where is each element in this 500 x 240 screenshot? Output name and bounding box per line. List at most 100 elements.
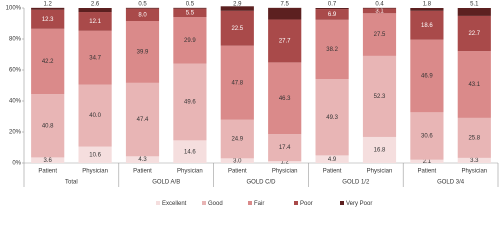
- data-label: 4.9: [328, 157, 337, 163]
- bar-segment: [410, 8, 444, 11]
- x-tick-label: Physician: [82, 169, 108, 175]
- x-tick-label: Physician: [272, 169, 298, 175]
- bar-segment: [410, 39, 444, 113]
- bar-segment: [457, 117, 491, 158]
- bar-segment: [362, 13, 397, 56]
- data-label: 0.4: [375, 2, 384, 8]
- data-label: 42.2: [42, 59, 54, 65]
- bar-segment: [31, 9, 65, 29]
- bar-segment: [220, 45, 254, 120]
- bar-segment: [220, 119, 254, 159]
- bar-segment: [410, 112, 444, 160]
- bar-segment: [220, 6, 254, 11]
- legend-label: Good: [208, 201, 223, 207]
- data-label: 49.6: [184, 100, 196, 106]
- data-label: 6.9: [328, 12, 337, 18]
- data-label: 1.8: [423, 2, 432, 8]
- group-label: GOLD A/B: [152, 180, 180, 186]
- group-label: GOLD C/D: [246, 180, 276, 186]
- bar-segment: [125, 21, 160, 83]
- bar-segment: [31, 7, 65, 10]
- data-label: 2.1: [423, 159, 432, 165]
- data-label: 34.7: [89, 55, 101, 61]
- data-label: 39.9: [137, 50, 149, 56]
- x-tick-label: Patient: [38, 169, 57, 175]
- data-label: 47.8: [231, 80, 243, 86]
- bar-segment: [268, 7, 302, 20]
- data-label: 3.0: [233, 158, 242, 164]
- legend-swatch: [340, 201, 344, 205]
- data-label: 24.9: [231, 137, 243, 143]
- bar-segment: [315, 9, 349, 20]
- y-tick-label: 0%: [12, 161, 21, 167]
- data-label: 52.3: [374, 94, 386, 100]
- data-label: 16.8: [374, 148, 386, 154]
- bar-segment: [457, 15, 491, 52]
- bar-segment: [31, 94, 65, 158]
- bar-segment: [315, 78, 349, 156]
- data-label: 10.6: [89, 152, 101, 158]
- x-tick-label: Patient: [228, 169, 247, 175]
- bar-segment: [125, 156, 160, 163]
- data-label: 46.3: [279, 96, 291, 102]
- x-tick-label: Physician: [461, 169, 487, 175]
- bar-segment: [268, 161, 302, 163]
- bar-segment: [362, 7, 397, 9]
- data-label: 1.2: [281, 160, 290, 166]
- legend-swatch: [156, 201, 160, 205]
- data-label: 0.7: [328, 2, 337, 8]
- bar-segment: [268, 19, 302, 63]
- data-label: 29.9: [184, 38, 196, 44]
- y-tick-label: 40%: [9, 99, 22, 105]
- data-label: 5.1: [470, 2, 479, 8]
- bar-segment: [315, 19, 349, 79]
- x-tick-label: Physician: [367, 169, 393, 175]
- bar-segment: [268, 134, 302, 162]
- group-label: GOLD 1/2: [342, 180, 370, 186]
- bar-segment: [173, 8, 207, 18]
- bar-segment: [173, 63, 207, 141]
- data-label: 3.6: [44, 158, 53, 164]
- data-label: 27.5: [374, 32, 386, 38]
- data-label: 8.0: [138, 12, 147, 18]
- legend-swatch: [248, 201, 252, 205]
- x-tick-label: Patient: [323, 169, 342, 175]
- bar-segment: [173, 140, 207, 163]
- bar-segment: [362, 8, 397, 14]
- y-tick-label: 100%: [6, 6, 22, 12]
- bar-segment: [78, 8, 112, 13]
- bar-segment: [315, 155, 349, 163]
- data-label: 22.5: [231, 26, 243, 32]
- data-label: 5.5: [186, 10, 195, 16]
- data-label: 1.2: [44, 2, 53, 8]
- bar-segment: [31, 157, 65, 163]
- data-label: 22.7: [468, 31, 480, 37]
- bar-segment: [78, 146, 112, 163]
- legend-swatch: [202, 201, 206, 205]
- legend-swatch: [294, 201, 298, 205]
- legend-label: Excellent: [162, 201, 187, 207]
- data-label: 14.6: [184, 149, 196, 155]
- data-label: 46.9: [421, 74, 433, 80]
- data-label: 40.8: [42, 123, 54, 129]
- legend-label: Very Poor: [346, 201, 372, 207]
- y-tick-label: 80%: [9, 37, 22, 43]
- bar-segment: [125, 7, 160, 9]
- bar-segment: [457, 8, 491, 16]
- bar-segment: [125, 8, 160, 22]
- group-label: Total: [65, 180, 78, 186]
- data-label: 0.5: [138, 2, 147, 8]
- data-label: 47.4: [137, 117, 149, 123]
- bar-segment: [362, 55, 397, 137]
- data-label: 40.0: [89, 113, 101, 119]
- data-label: 12.1: [89, 19, 101, 25]
- bar-segment: [125, 82, 160, 157]
- data-label: 2.9: [233, 2, 242, 8]
- data-label: 3.3: [470, 158, 479, 164]
- data-label: 27.7: [279, 39, 291, 45]
- bar-segment: [78, 30, 112, 85]
- data-label: 4.3: [138, 157, 147, 163]
- bar-segment: [457, 51, 491, 118]
- chart: 0% 20% 40% 60% 80% 100% 3.6 40.8 42.2 12.3 1.2 Pati…: [6, 2, 499, 207]
- bar-segment: [31, 28, 65, 95]
